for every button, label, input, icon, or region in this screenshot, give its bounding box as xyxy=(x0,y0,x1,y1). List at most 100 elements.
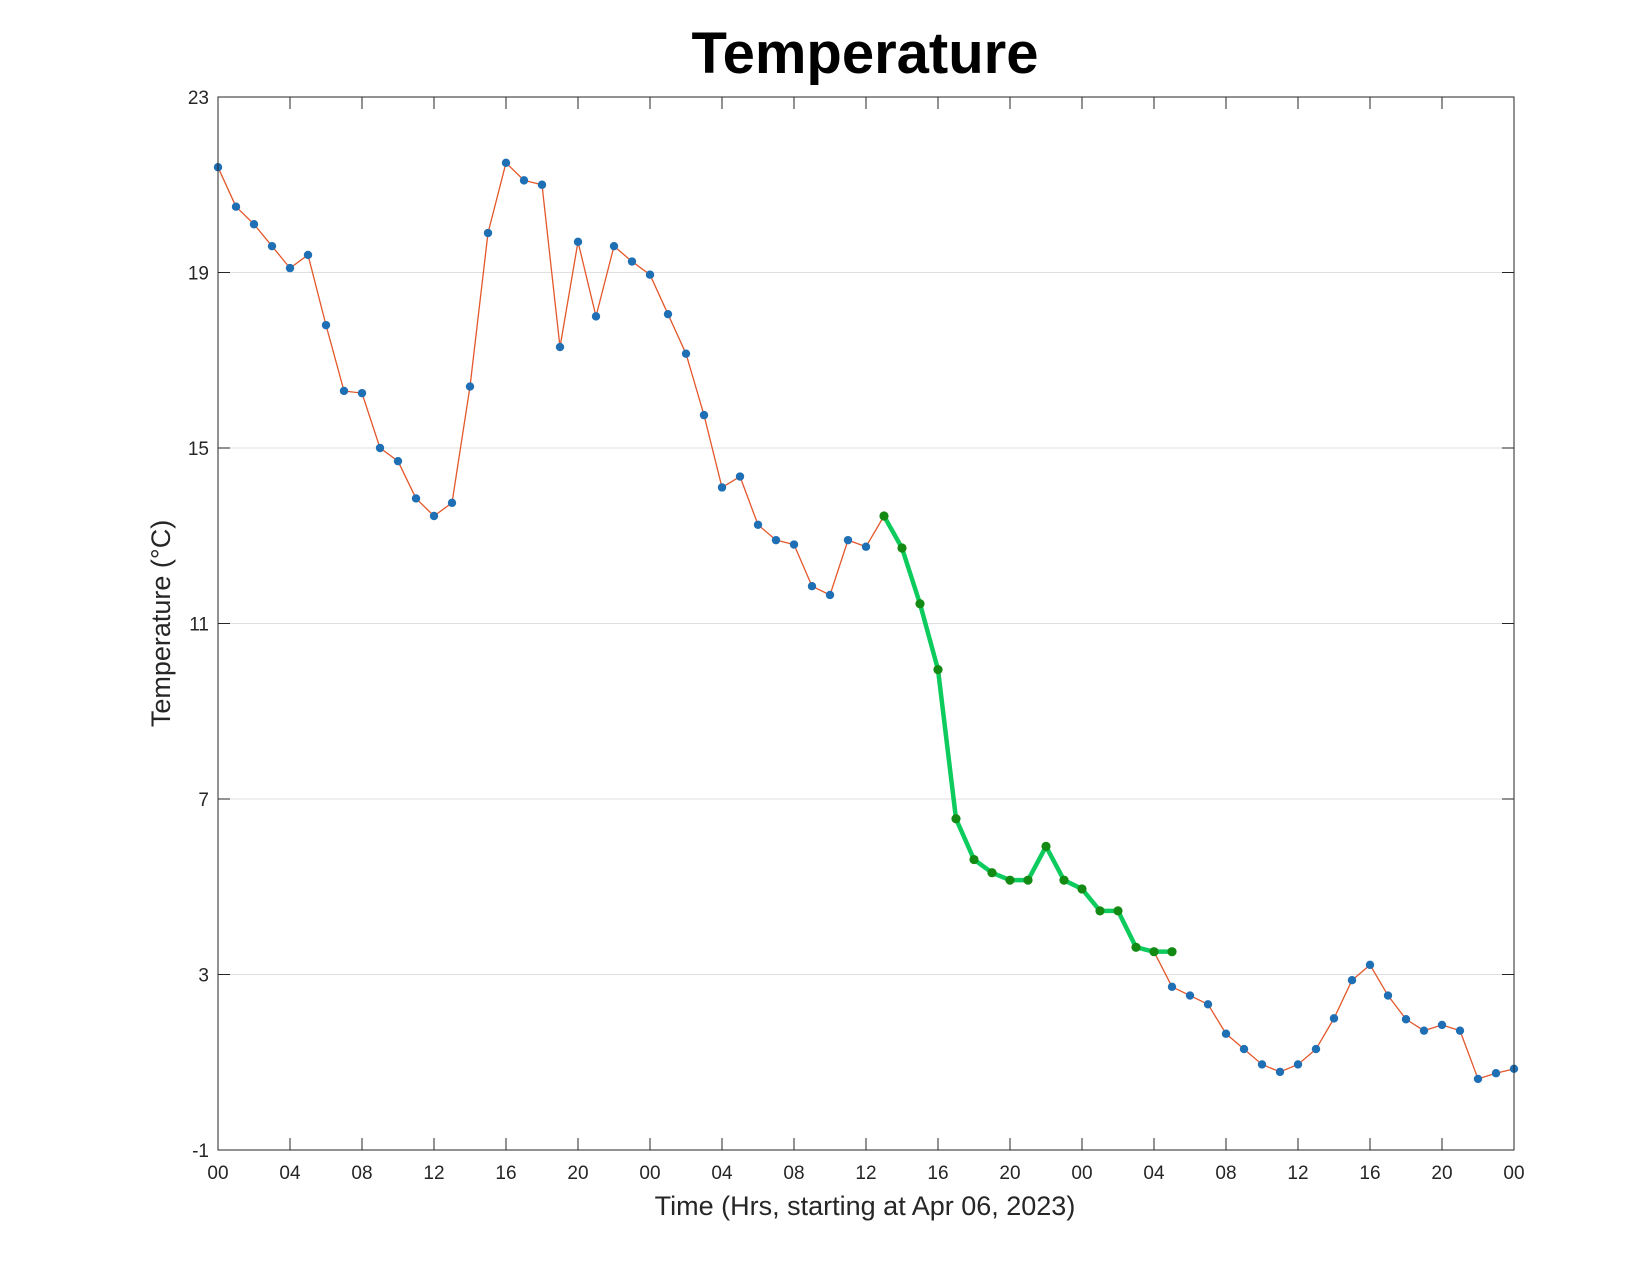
x-tick-label: 00 xyxy=(639,1163,660,1184)
data-point xyxy=(1239,1044,1249,1054)
data-point xyxy=(717,483,727,492)
highlight-data-point xyxy=(951,814,961,824)
data-point xyxy=(1185,991,1195,1000)
data-point xyxy=(321,320,331,330)
data-point xyxy=(843,535,853,545)
y-tick-label: -1 xyxy=(192,1141,209,1162)
data-point xyxy=(807,582,817,591)
data-point xyxy=(1347,976,1357,985)
data-point xyxy=(1293,1060,1303,1069)
data-point xyxy=(501,158,511,168)
data-point xyxy=(1383,991,1393,1000)
data-point xyxy=(609,241,619,251)
x-tick-label: 04 xyxy=(711,1163,733,1184)
data-point xyxy=(231,202,241,211)
data-point xyxy=(1221,1029,1231,1038)
data-point xyxy=(339,386,349,396)
x-tick-label: 16 xyxy=(927,1163,948,1184)
data-point xyxy=(663,309,673,319)
data-point xyxy=(393,456,403,466)
data-point xyxy=(1455,1026,1465,1035)
x-tick-label: 08 xyxy=(1215,1163,1236,1184)
data-point xyxy=(465,382,475,391)
data-point xyxy=(447,498,457,508)
data-point xyxy=(1491,1069,1501,1078)
x-tick-label: 20 xyxy=(567,1163,588,1184)
data-point xyxy=(483,228,493,238)
y-tick-label: 23 xyxy=(188,88,209,109)
highlight-data-point xyxy=(915,599,925,609)
x-axis-label: Time (Hrs, starting at Apr 06, 2023) xyxy=(655,1191,1076,1221)
x-tick-label: 12 xyxy=(855,1163,876,1184)
x-tick-label: 00 xyxy=(1071,1163,1092,1184)
x-tick-label: 08 xyxy=(351,1163,372,1184)
data-point xyxy=(573,237,583,246)
y-axis-label: Temperature (°C) xyxy=(146,520,176,727)
highlight-data-point xyxy=(1167,947,1177,957)
data-point xyxy=(1275,1067,1285,1077)
data-point xyxy=(1437,1020,1447,1030)
highlight-data-point xyxy=(1113,906,1123,916)
data-point xyxy=(375,443,385,453)
highlight-data-point xyxy=(1095,906,1105,916)
x-tick-label: 04 xyxy=(279,1163,301,1184)
y-tick-label: 11 xyxy=(189,615,209,636)
highlight-data-point xyxy=(933,664,943,675)
highlight-data-point xyxy=(1149,947,1159,957)
y-tick-label: 15 xyxy=(188,439,209,460)
chart-title: Temperature xyxy=(691,21,1038,86)
data-point xyxy=(1311,1044,1321,1054)
highlight-data-point xyxy=(879,511,889,521)
data-point xyxy=(681,349,691,358)
data-point xyxy=(555,342,565,352)
data-point xyxy=(285,263,295,273)
highlight-data-point xyxy=(987,868,997,878)
data-point xyxy=(789,540,799,549)
data-point xyxy=(303,250,313,260)
highlight-data-point xyxy=(1131,942,1141,952)
data-point xyxy=(429,511,439,521)
data-point xyxy=(861,542,871,551)
highlight-data-point xyxy=(1077,884,1087,894)
plot-frame xyxy=(217,96,1515,1151)
x-tick-label: 20 xyxy=(1431,1163,1452,1184)
data-point xyxy=(825,590,835,600)
grid-layer xyxy=(218,272,1514,975)
data-point xyxy=(753,520,763,529)
series-layer xyxy=(213,158,1519,1084)
data-point xyxy=(1401,1015,1411,1024)
x-tick-label: 00 xyxy=(1503,1163,1524,1184)
data-point xyxy=(249,220,259,229)
x-tick-label: 16 xyxy=(495,1163,516,1184)
data-point xyxy=(699,410,709,420)
highlight-data-point xyxy=(969,854,979,865)
x-tick-label: 00 xyxy=(207,1163,228,1184)
data-point xyxy=(1473,1074,1483,1084)
data-point xyxy=(1257,1060,1267,1069)
highlight-data-point xyxy=(897,543,907,553)
x-tick-label: 08 xyxy=(783,1163,804,1184)
highlight-data-point xyxy=(1023,875,1033,885)
data-point xyxy=(735,472,745,481)
data-point xyxy=(519,176,529,185)
x-tick-label: 20 xyxy=(999,1163,1020,1184)
data-point xyxy=(627,257,637,266)
data-point xyxy=(645,270,655,279)
x-tick-label: 04 xyxy=(1143,1163,1165,1184)
data-point xyxy=(591,312,601,321)
data-point xyxy=(771,535,781,545)
data-point xyxy=(267,241,277,251)
x-tick-label: 16 xyxy=(1359,1163,1380,1184)
highlight-data-point xyxy=(1041,841,1051,851)
y-tick-label: 3 xyxy=(198,966,209,987)
data-point xyxy=(1329,1014,1339,1023)
highlight-data-point xyxy=(1005,875,1015,885)
highlight-data-point xyxy=(1059,875,1069,885)
data-point xyxy=(357,388,367,398)
y-tick-label: 19 xyxy=(188,264,209,285)
x-tick-label: 12 xyxy=(1287,1163,1308,1184)
data-point xyxy=(537,180,547,189)
